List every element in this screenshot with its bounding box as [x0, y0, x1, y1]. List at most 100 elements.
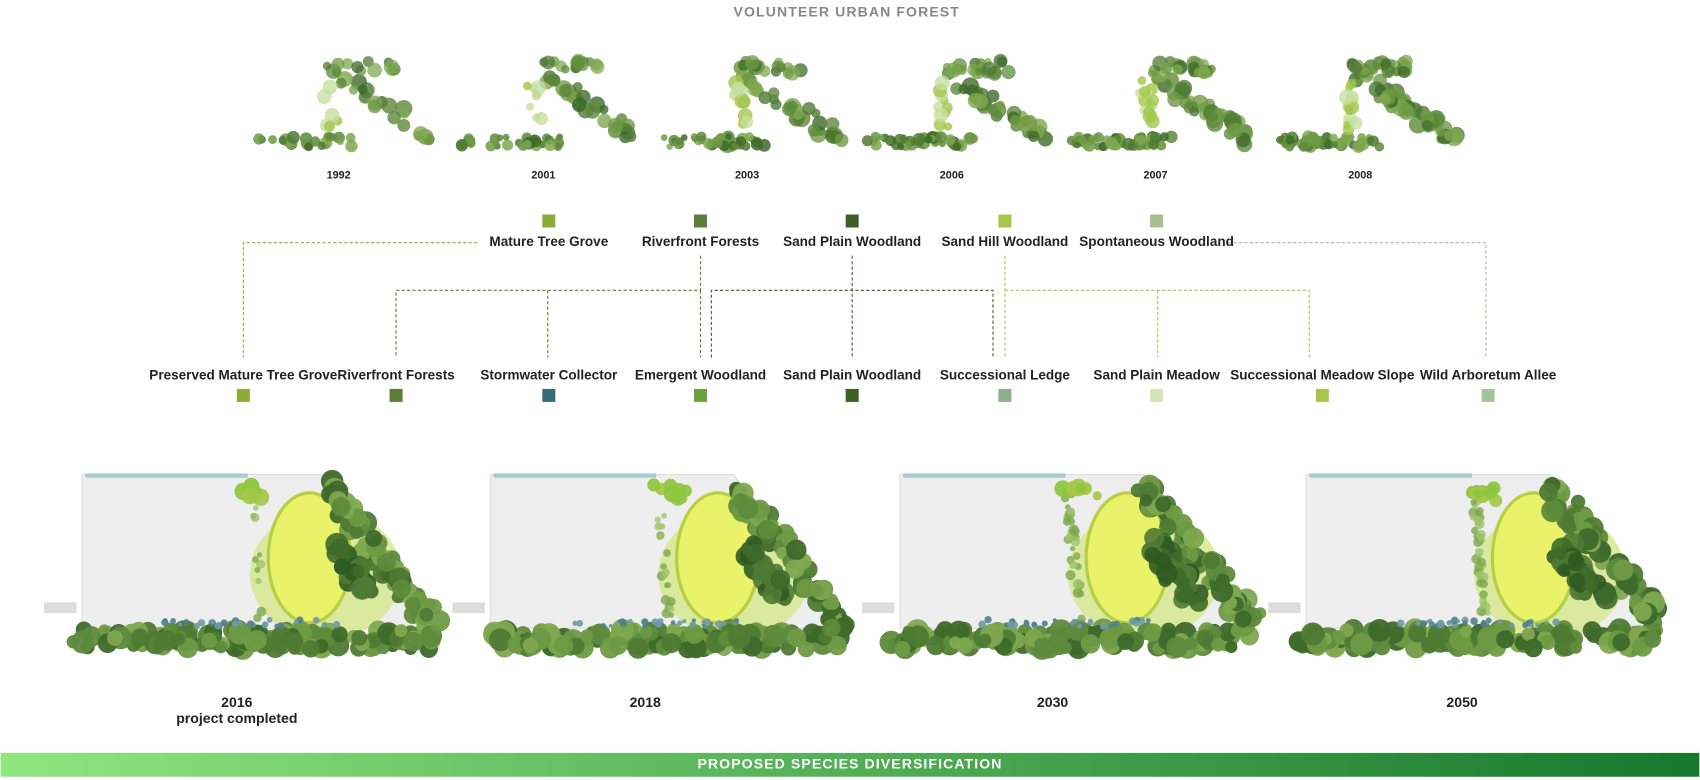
tree: [1401, 104, 1414, 117]
tree: [1080, 634, 1101, 654]
tree: [1228, 122, 1244, 138]
tree: [1535, 623, 1540, 628]
tree: [1459, 625, 1472, 638]
tree: [261, 621, 269, 628]
tree: [214, 622, 222, 630]
tree: [399, 108, 410, 119]
tree: [1333, 630, 1346, 643]
tree: [782, 102, 796, 116]
tree: [757, 519, 778, 540]
tree: [1552, 618, 1560, 626]
tree: [1471, 526, 1479, 535]
tree: [822, 619, 841, 638]
tree: [787, 628, 807, 648]
tree: [584, 103, 601, 119]
tree: [647, 478, 661, 492]
tree: [1633, 602, 1652, 622]
tree: [810, 583, 823, 597]
path-strip: [44, 602, 77, 614]
tree: [485, 140, 497, 152]
year-label: 2003: [735, 169, 759, 181]
tree: [1076, 590, 1085, 598]
tree: [170, 618, 177, 624]
tree: [827, 636, 847, 656]
tree: [558, 84, 573, 98]
tree: [1301, 622, 1325, 646]
tree: [952, 142, 962, 151]
tree: [403, 631, 424, 652]
tree: [367, 62, 382, 78]
tree: [1072, 578, 1083, 589]
tree: [1117, 633, 1134, 650]
tree: [576, 89, 591, 105]
tree: [1189, 106, 1200, 117]
footer-bar: [0, 752, 1700, 777]
tree: [1473, 488, 1484, 499]
legend-label: Sand Plain Meadow: [1093, 367, 1220, 382]
tree: [1211, 637, 1225, 652]
connector: [242, 242, 478, 358]
plan-label: 2018: [630, 694, 661, 710]
tree: [278, 135, 288, 145]
tree: [807, 123, 821, 137]
tree: [1099, 628, 1120, 650]
tree: [1349, 116, 1363, 130]
tree: [1554, 546, 1567, 560]
tree: [984, 615, 992, 624]
tree: [982, 61, 997, 77]
site-plan: [452, 473, 855, 659]
tree: [641, 618, 649, 626]
tree: [1136, 134, 1147, 146]
connector: [1228, 242, 1487, 358]
forest-snapshot: [1066, 55, 1254, 153]
tree: [1496, 630, 1515, 649]
roof-edge: [493, 473, 657, 478]
forest-snapshot: [1275, 54, 1465, 154]
tree: [1159, 518, 1177, 536]
tree: [193, 622, 201, 630]
tree: [1524, 638, 1543, 658]
swatch: [236, 388, 250, 402]
tree: [1475, 506, 1484, 516]
tree: [1368, 618, 1391, 642]
tree: [1275, 135, 1284, 144]
tree: [1104, 136, 1118, 150]
tree: [608, 117, 624, 134]
tree: [1072, 552, 1081, 560]
tree: [397, 118, 411, 132]
swatch: [1150, 388, 1164, 402]
tree: [1435, 126, 1446, 137]
tree: [419, 607, 434, 622]
tree: [1143, 106, 1155, 118]
tree: [1479, 590, 1488, 599]
tree: [387, 110, 401, 125]
tree: [946, 62, 962, 78]
tree: [1485, 610, 1491, 616]
swatch: [542, 388, 556, 402]
tree: [861, 135, 873, 147]
tree: [1479, 602, 1487, 610]
tree: [1070, 537, 1081, 547]
tree: [1067, 559, 1074, 565]
tree: [324, 107, 340, 123]
tree: [1470, 499, 1477, 506]
tree: [1583, 568, 1596, 581]
legend-label: Sand Hill Woodland: [942, 234, 1069, 249]
tree: [661, 512, 667, 519]
tree: [293, 619, 299, 625]
tree: [241, 487, 259, 505]
tree: [1159, 62, 1171, 74]
tree: [656, 532, 664, 541]
forest-snapshot: [660, 55, 849, 154]
legend-label: Sand Plain Woodland: [783, 367, 921, 382]
legend-label: Successional Meadow Slope: [1230, 367, 1415, 382]
tree: [933, 107, 949, 123]
tree: [1422, 621, 1427, 627]
tree: [345, 140, 358, 153]
legend-label: Stormwater Collector: [480, 367, 618, 382]
legend-label: Mature Tree Grove: [489, 234, 608, 249]
tree: [1462, 620, 1468, 626]
tree: [177, 622, 182, 627]
tree: [1595, 586, 1618, 610]
